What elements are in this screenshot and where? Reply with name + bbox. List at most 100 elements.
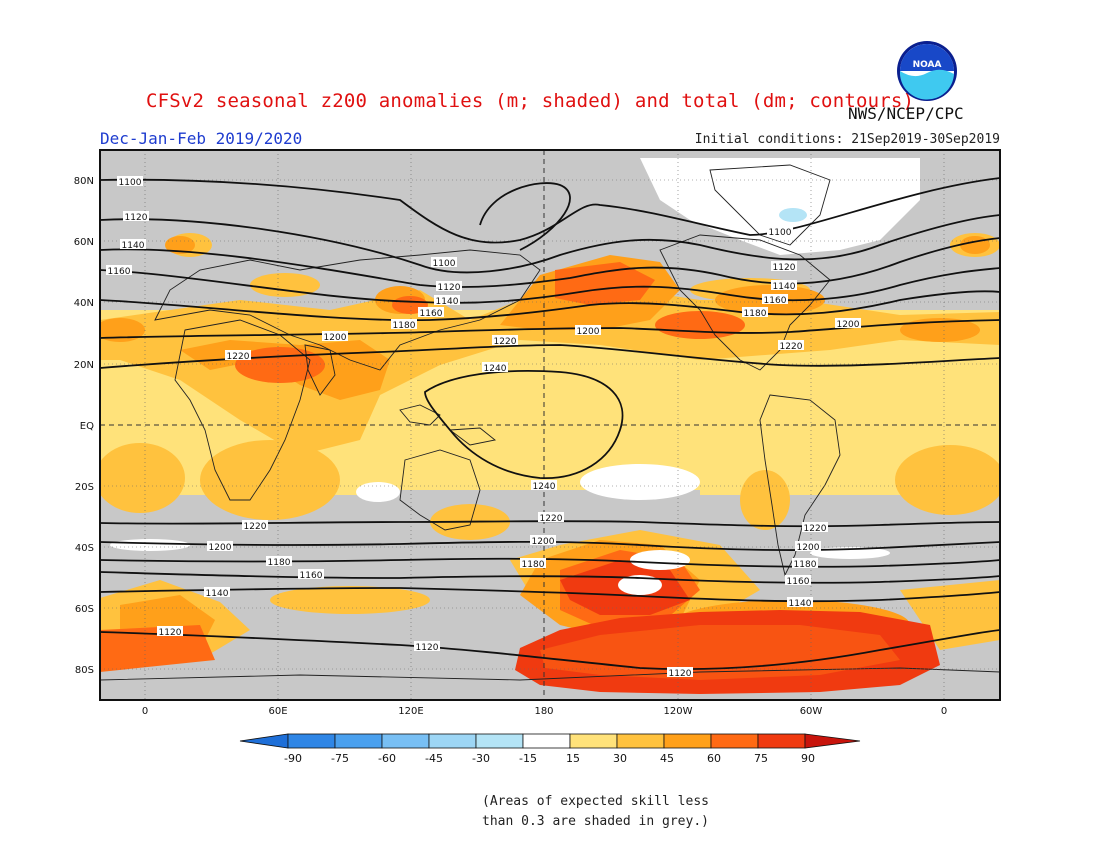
svg-text:80N: 80N <box>74 176 94 187</box>
svg-text:-60: -60 <box>378 752 396 765</box>
svg-text:1200: 1200 <box>577 327 600 337</box>
contour-label-1140: 1140 1140 1140 1140 1140 <box>120 239 813 609</box>
svg-text:1160: 1160 <box>420 309 443 319</box>
svg-text:1120: 1120 <box>416 643 439 653</box>
svg-text:1140: 1140 <box>122 241 145 251</box>
svg-text:1240: 1240 <box>533 482 556 492</box>
skill-note-line-2: than 0.3 are shaded in grey.) <box>482 814 709 829</box>
svg-text:1100: 1100 <box>119 178 142 188</box>
svg-text:1120: 1120 <box>125 213 148 223</box>
height-contours <box>100 177 1000 671</box>
svg-text:15: 15 <box>566 752 580 765</box>
svg-text:80S: 80S <box>75 665 94 676</box>
svg-text:60N: 60N <box>74 237 94 248</box>
svg-text:1160: 1160 <box>787 577 810 587</box>
svg-text:1140: 1140 <box>436 297 459 307</box>
svg-text:1140: 1140 <box>789 599 812 609</box>
colorbar-arrow-left <box>239 733 289 749</box>
svg-text:60: 60 <box>707 752 721 765</box>
svg-text:1120: 1120 <box>669 669 692 679</box>
season-label: Dec-Jan-Feb 2019/2020 <box>100 129 303 148</box>
colorbar-ticks: -90 -75 -60 -45 -30 -15 15 30 45 60 75 9… <box>284 752 815 765</box>
colorbar-cell <box>522 733 571 749</box>
contour-label-1240: 1240 1240 <box>482 362 557 492</box>
colorbar-cell <box>710 733 759 749</box>
svg-text:1220: 1220 <box>244 522 267 532</box>
svg-text:1180: 1180 <box>393 321 416 331</box>
svg-text:30: 30 <box>613 752 627 765</box>
svg-text:20S: 20S <box>75 482 94 493</box>
contour-label-1100: 1100 1100 1100 <box>117 176 793 269</box>
svg-text:1160: 1160 <box>108 267 131 277</box>
noaa-logo: NOAA <box>897 41 957 101</box>
svg-text:0: 0 <box>142 706 148 717</box>
colorbar-cell <box>757 733 806 749</box>
svg-text:120W: 120W <box>664 706 693 717</box>
longitude-labels: 0 60E 120E 180 120W 60W 0 <box>142 706 947 717</box>
svg-text:45: 45 <box>660 752 674 765</box>
svg-text:1120: 1120 <box>159 628 182 638</box>
svg-text:40S: 40S <box>75 543 94 554</box>
svg-text:120E: 120E <box>398 706 423 717</box>
svg-text:1240: 1240 <box>484 364 507 374</box>
svg-text:1180: 1180 <box>744 309 767 319</box>
svg-text:1200: 1200 <box>209 543 232 553</box>
colorbar-arrow-right <box>804 733 861 749</box>
colorbar-cell <box>663 733 712 749</box>
contour-label-1160: 1160 1160 1160 1160 1160 <box>106 265 811 587</box>
svg-text:60W: 60W <box>800 706 823 717</box>
contour-label-1200: 1200 1200 1200 1200 1200 1200 <box>207 318 861 553</box>
svg-text:75: 75 <box>754 752 768 765</box>
svg-text:1160: 1160 <box>300 571 323 581</box>
colorbar <box>239 733 861 749</box>
contour-labels: 1100 1100 1100 1120 1120 1120 1120 1120 … <box>106 176 861 679</box>
colorbar-cell <box>569 733 618 749</box>
svg-text:EQ: EQ <box>80 421 94 432</box>
svg-text:1220: 1220 <box>540 514 563 524</box>
skill-note-line-1: (Areas of expected skill less <box>482 794 709 809</box>
colorbar-cell <box>428 733 477 749</box>
svg-text:1120: 1120 <box>773 263 796 273</box>
svg-text:1200: 1200 <box>324 333 347 343</box>
svg-text:0: 0 <box>941 706 947 717</box>
latitude-labels: 80N 60N 40N 20N EQ 20S 40S 60S 80S <box>74 176 94 676</box>
initial-conditions-label: Initial conditions: 21Sep2019-30Sep2019 <box>694 132 1000 147</box>
svg-text:1200: 1200 <box>837 320 860 330</box>
svg-text:-15: -15 <box>519 752 537 765</box>
svg-text:1180: 1180 <box>794 560 817 570</box>
svg-text:40N: 40N <box>74 298 94 309</box>
contour-label-1180: 1180 1180 1180 1180 1180 <box>266 307 818 570</box>
near-zero-areas <box>110 158 920 570</box>
svg-text:180: 180 <box>534 706 553 717</box>
contour-label-1120: 1120 1120 1120 1120 1120 1120 <box>123 211 797 679</box>
svg-text:1120: 1120 <box>438 283 461 293</box>
contour-label-1220: 1220 1220 1220 1220 1220 1220 <box>225 335 828 534</box>
svg-text:1140: 1140 <box>773 282 796 292</box>
svg-text:1180: 1180 <box>268 558 291 568</box>
skill-note: (Areas of expected skill less than 0.3 a… <box>482 792 709 832</box>
svg-text:-45: -45 <box>425 752 443 765</box>
svg-text:1100: 1100 <box>769 228 792 238</box>
map-title: CFSv2 seasonal z200 anomalies (m; shaded… <box>146 90 915 112</box>
colorbar-cell <box>616 733 665 749</box>
svg-text:20N: 20N <box>74 360 94 371</box>
anomaly-30-45 <box>100 233 1000 668</box>
anomaly-shading: 1100 1100 1100 1120 1120 1120 1120 1120 … <box>100 150 1000 700</box>
svg-text:-75: -75 <box>331 752 349 765</box>
negative-anomaly-spot <box>779 208 807 222</box>
svg-text:-30: -30 <box>472 752 490 765</box>
svg-text:1200: 1200 <box>532 537 555 547</box>
svg-text:1180: 1180 <box>522 560 545 570</box>
colorbar-cell <box>287 733 336 749</box>
colorbar-cell <box>334 733 383 749</box>
svg-text:90: 90 <box>801 752 815 765</box>
svg-text:1160: 1160 <box>764 296 787 306</box>
anomaly-white-spot <box>618 575 662 595</box>
svg-text:-90: -90 <box>284 752 302 765</box>
agency-label: NWS/NCEP/CPC <box>848 104 964 123</box>
svg-text:1220: 1220 <box>804 524 827 534</box>
svg-text:1220: 1220 <box>780 342 803 352</box>
colorbar-cell <box>475 733 524 749</box>
svg-text:1200: 1200 <box>797 543 820 553</box>
